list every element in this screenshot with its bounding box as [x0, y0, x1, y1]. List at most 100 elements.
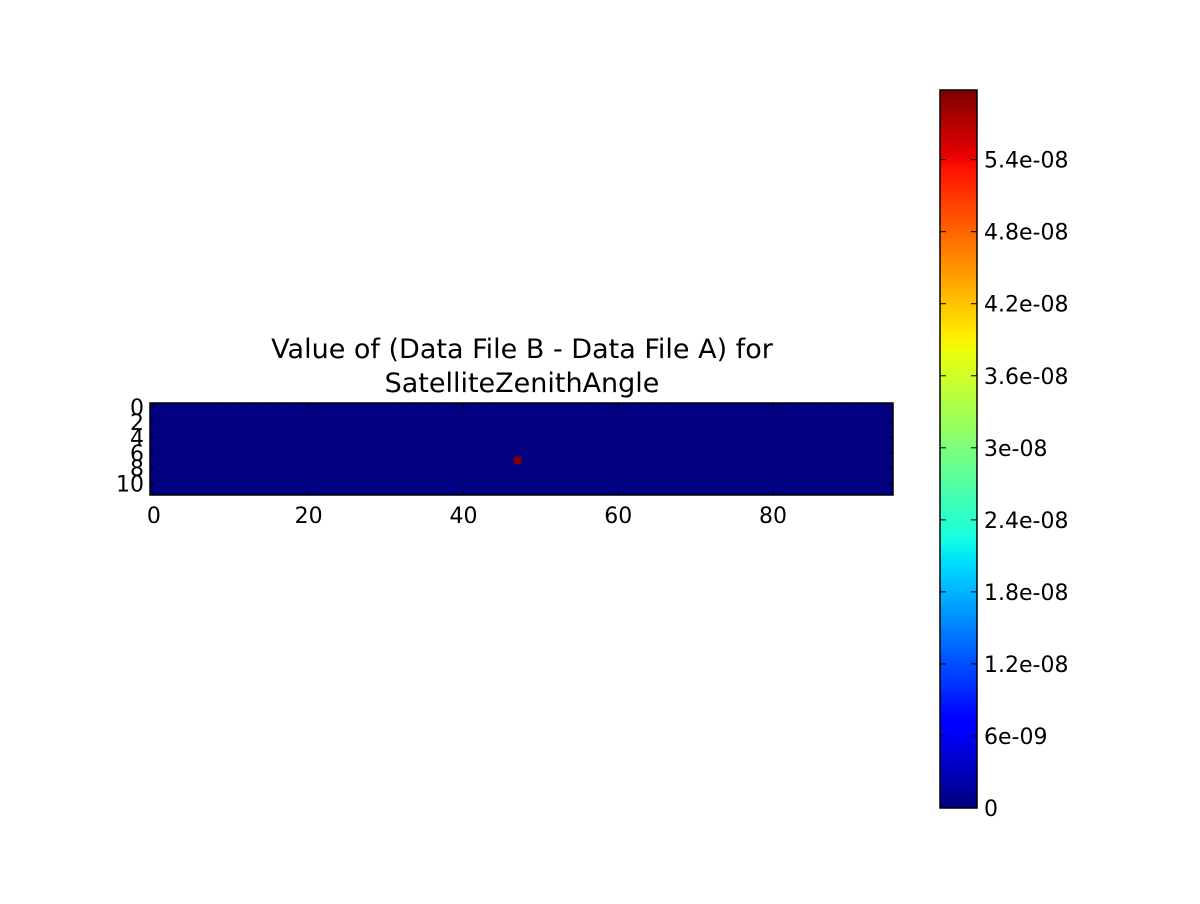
heatmap-cell	[343, 449, 352, 457]
x-tick-label: 40	[449, 504, 477, 529]
colorbar-strip	[940, 745, 977, 749]
heatmap-cell	[413, 418, 422, 427]
heatmap-cell	[196, 433, 205, 442]
heatmap-cell	[467, 433, 476, 442]
heatmap-cell	[405, 418, 414, 427]
colorbar-strip	[940, 137, 977, 142]
colorbar-strip	[940, 574, 977, 579]
heatmap-cell	[722, 472, 731, 480]
heatmap-cell	[204, 456, 213, 465]
heatmap-cell	[583, 479, 592, 488]
heatmap-cell	[784, 479, 793, 488]
heatmap-cell	[583, 418, 592, 427]
heatmap-cell	[691, 456, 700, 465]
heatmap-cell	[745, 456, 754, 465]
heatmap-cell	[877, 472, 886, 480]
colorbar-strip	[940, 248, 977, 253]
heatmap-cell	[606, 487, 615, 496]
heatmap-cell	[235, 472, 244, 480]
heatmap-cell	[854, 472, 863, 480]
colorbar-strip	[940, 691, 977, 695]
heatmap-cell	[343, 487, 352, 496]
heatmap-cell	[668, 487, 677, 496]
heatmap-cell	[304, 449, 313, 457]
heatmap-cell	[769, 441, 778, 450]
heatmap-cell	[792, 464, 801, 473]
heatmap-cell	[707, 449, 716, 457]
heatmap-cell	[575, 418, 584, 427]
heatmap-cell	[436, 410, 445, 419]
colorbar-strip	[940, 251, 977, 256]
heatmap-cell	[529, 449, 538, 457]
heatmap-cell	[490, 441, 499, 450]
heatmap-cell	[854, 441, 863, 450]
colorbar-strip	[940, 508, 977, 513]
heatmap-cell	[444, 433, 453, 442]
heatmap-cell	[761, 403, 770, 411]
heatmap-cell	[877, 449, 886, 457]
heatmap-cell	[815, 410, 824, 419]
heatmap-cell	[653, 464, 662, 473]
colorbar-strip	[940, 90, 977, 94]
heatmap-cell	[591, 449, 600, 457]
heatmap-cell	[273, 418, 282, 427]
heatmap-cell	[250, 464, 259, 473]
heatmap-cell	[281, 433, 290, 442]
heatmap-cell	[854, 433, 863, 442]
heatmap-cell	[800, 456, 809, 465]
heatmap-cell	[188, 487, 197, 496]
heatmap-cell	[606, 479, 615, 488]
heatmap-cell	[273, 487, 282, 496]
heatmap-cell	[389, 472, 398, 480]
heatmap-cell	[250, 472, 259, 480]
heatmap-cell	[606, 433, 615, 442]
heatmap-cell	[738, 433, 747, 442]
colorbar-strip	[940, 640, 977, 644]
heatmap-cell	[660, 426, 669, 434]
heatmap-cell	[637, 487, 646, 496]
heatmap-cell	[807, 418, 816, 427]
heatmap-cell	[684, 479, 693, 488]
colorbar-strip	[940, 577, 977, 582]
heatmap-cell	[405, 403, 414, 411]
heatmap-cell	[219, 479, 228, 488]
colorbar-strip	[940, 466, 977, 471]
heatmap-cell	[807, 426, 816, 434]
heatmap-cell	[629, 479, 638, 488]
heatmap-cell	[304, 464, 313, 473]
heatmap-cell	[838, 426, 847, 434]
heatmap-cell	[769, 410, 778, 419]
heatmap-cell	[575, 479, 584, 488]
heatmap-cell	[838, 433, 847, 442]
heatmap-cell	[784, 472, 793, 480]
heatmap-cell	[668, 426, 677, 434]
heatmap-cell	[335, 426, 344, 434]
heatmap-cell	[552, 456, 561, 465]
heatmap-cell	[467, 426, 476, 434]
heatmap-cell	[544, 426, 553, 434]
heatmap-cell	[506, 472, 515, 480]
heatmap-cell	[444, 456, 453, 465]
heatmap-cell	[536, 464, 546, 473]
heatmap-cell	[428, 403, 437, 411]
heatmap-cell	[544, 403, 553, 411]
heatmap-cell	[188, 426, 197, 434]
heatmap-cell	[250, 441, 259, 450]
y-tick-label: 10	[116, 473, 144, 498]
heatmap-cell	[591, 479, 600, 488]
heatmap-cell	[297, 441, 306, 450]
heatmap-cell	[297, 479, 306, 488]
heatmap-cell	[583, 410, 592, 419]
heatmap-cell	[320, 403, 329, 411]
heatmap-cell	[629, 410, 638, 419]
heatmap-cell	[397, 449, 406, 457]
heatmap-cell	[691, 426, 700, 434]
colorbar-strip	[940, 685, 977, 689]
heatmap-cell	[645, 403, 654, 411]
heatmap-cell	[459, 472, 468, 480]
heatmap-cell	[320, 441, 329, 450]
heatmap-cell	[877, 410, 886, 419]
heatmap-cell	[877, 403, 886, 411]
heatmap-cell	[591, 487, 600, 496]
heatmap-cell	[846, 418, 855, 427]
